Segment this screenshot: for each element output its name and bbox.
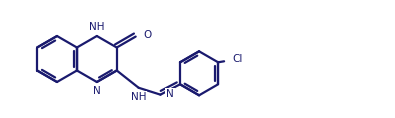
Text: Cl: Cl [232,54,243,64]
Text: N: N [166,89,174,99]
Text: NH: NH [131,92,147,102]
Text: N: N [93,86,101,96]
Text: O: O [144,30,152,40]
Text: NH: NH [89,22,105,32]
